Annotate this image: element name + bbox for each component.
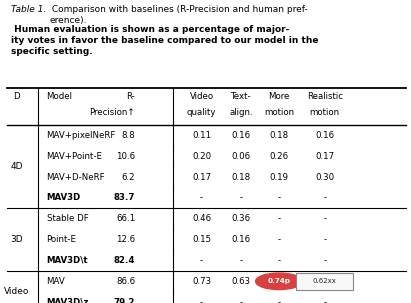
Text: 0.16: 0.16 — [231, 131, 251, 140]
FancyBboxPatch shape — [296, 273, 353, 290]
Text: 0.06: 0.06 — [231, 152, 251, 161]
Text: -: - — [323, 298, 326, 303]
Text: quality: quality — [187, 108, 216, 117]
Text: -: - — [277, 298, 281, 303]
Text: align.: align. — [229, 108, 253, 117]
Text: 0.19: 0.19 — [270, 173, 289, 181]
Text: -: - — [277, 256, 281, 265]
Text: -: - — [240, 298, 242, 303]
Text: Model: Model — [46, 92, 73, 101]
Text: -: - — [200, 193, 203, 202]
Text: 0.11: 0.11 — [192, 131, 211, 140]
Text: 0.62xx: 0.62xx — [313, 278, 337, 284]
Text: R-: R- — [126, 92, 135, 101]
Text: MAV: MAV — [46, 277, 65, 286]
Text: 83.7: 83.7 — [113, 193, 135, 202]
Text: Stable DF: Stable DF — [46, 214, 88, 223]
Text: 3D: 3D — [10, 235, 23, 244]
Text: motion: motion — [264, 108, 294, 117]
Text: More: More — [268, 92, 290, 101]
Text: 0.73: 0.73 — [192, 277, 211, 286]
Text: -: - — [240, 193, 242, 202]
Text: -: - — [277, 193, 281, 202]
Text: -: - — [323, 256, 326, 265]
Text: 0.17: 0.17 — [315, 152, 334, 161]
Text: Table 1.: Table 1. — [11, 5, 46, 14]
Text: 0.36: 0.36 — [231, 214, 251, 223]
Text: -: - — [323, 235, 326, 244]
Text: 0.18: 0.18 — [231, 173, 251, 181]
Text: -: - — [200, 298, 203, 303]
Text: -: - — [323, 214, 326, 223]
Text: MAV3D: MAV3D — [46, 193, 81, 202]
Text: 82.4: 82.4 — [113, 256, 135, 265]
Text: 86.6: 86.6 — [116, 277, 135, 286]
Text: Precision↑: Precision↑ — [90, 108, 135, 117]
Text: Point-E: Point-E — [46, 235, 76, 244]
Text: -: - — [277, 214, 281, 223]
Text: 66.1: 66.1 — [116, 214, 135, 223]
Text: motion: motion — [309, 108, 340, 117]
Text: -: - — [277, 235, 281, 244]
Text: Comparison with baselines (R-Precision and human pref-
erence).: Comparison with baselines (R-Precision a… — [49, 5, 308, 25]
Text: Text-: Text- — [231, 92, 252, 101]
Text: 0.16: 0.16 — [315, 131, 334, 140]
Text: Video: Video — [189, 92, 214, 101]
Text: 0.16: 0.16 — [231, 235, 251, 244]
Text: 10.6: 10.6 — [116, 152, 135, 161]
Text: -: - — [323, 193, 326, 202]
Text: Human evaluation is shown as a percentage of major-
ity votes in favor the basel: Human evaluation is shown as a percentag… — [11, 25, 318, 56]
Text: 0.30: 0.30 — [315, 173, 334, 181]
Text: MAV3D\t: MAV3D\t — [46, 256, 88, 265]
Text: MAV+pixelNeRF: MAV+pixelNeRF — [46, 131, 116, 140]
Text: -: - — [200, 256, 203, 265]
Text: 4D: 4D — [10, 162, 23, 171]
Text: 79.2: 79.2 — [113, 298, 135, 303]
Text: 0.74p: 0.74p — [268, 278, 291, 284]
Text: 0.63: 0.63 — [231, 277, 251, 286]
Text: Realistic: Realistic — [307, 92, 343, 101]
Ellipse shape — [256, 273, 302, 290]
Text: 0.20: 0.20 — [192, 152, 211, 161]
Text: 12.6: 12.6 — [116, 235, 135, 244]
Text: MAV+D-NeRF: MAV+D-NeRF — [46, 173, 105, 181]
Text: 0.17: 0.17 — [192, 173, 211, 181]
Text: D: D — [13, 92, 20, 101]
Text: MAV+Point-E: MAV+Point-E — [46, 152, 103, 161]
Text: 0.46: 0.46 — [192, 214, 211, 223]
Text: 0.18: 0.18 — [270, 131, 289, 140]
Text: 8.8: 8.8 — [121, 131, 135, 140]
Text: 6.2: 6.2 — [121, 173, 135, 181]
Text: 0.26: 0.26 — [270, 152, 289, 161]
Text: MAV3D\z: MAV3D\z — [46, 298, 89, 303]
Text: Video: Video — [4, 287, 29, 296]
Text: -: - — [240, 256, 242, 265]
Text: 0.15: 0.15 — [192, 235, 211, 244]
